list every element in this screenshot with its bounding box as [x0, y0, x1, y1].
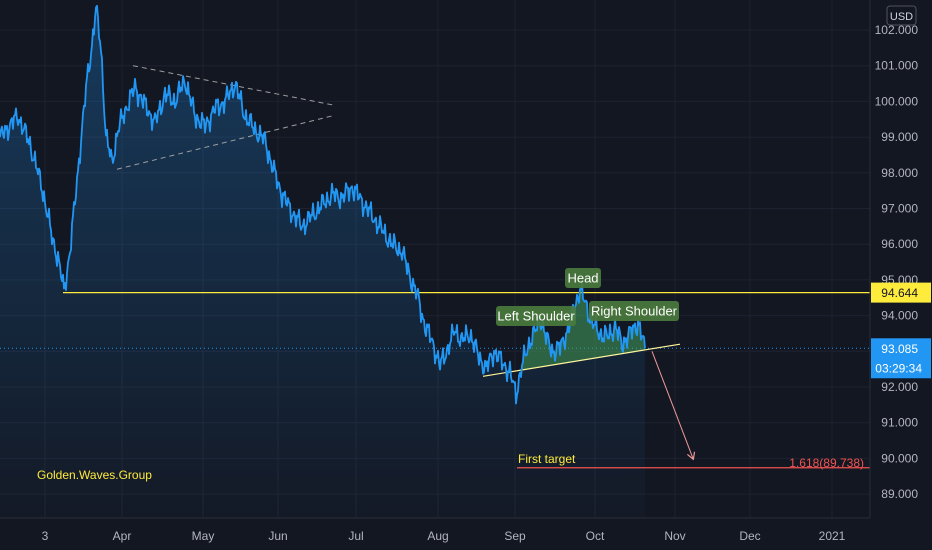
x-tick-label: Aug	[427, 529, 448, 543]
left-shoulder-label[interactable]: Left Shoulder	[496, 306, 576, 326]
y-tick-label: 98.000	[881, 166, 918, 180]
y-tick-label: 102.000	[875, 23, 919, 37]
resistance-price-label[interactable]: 94.644	[871, 282, 931, 303]
x-tick-label: Jun	[268, 529, 287, 543]
x-tick-label: Oct	[586, 529, 605, 543]
first-target-label[interactable]: First target	[518, 452, 576, 466]
x-tick-label: Jul	[348, 529, 363, 543]
svg-text:93.085: 93.085	[881, 342, 918, 356]
target-arrow[interactable]	[651, 351, 693, 458]
svg-text:Right Shoulder: Right Shoulder	[591, 304, 678, 319]
right-shoulder-label[interactable]: Right Shoulder	[589, 301, 679, 321]
y-tick-label: 101.000	[875, 59, 919, 73]
x-tick-label: Nov	[664, 529, 685, 543]
x-tick-label: Apr	[113, 529, 132, 543]
y-tick-label: 99.000	[881, 130, 918, 144]
y-tick-label: 89.000	[881, 487, 918, 501]
x-tick-label: 2021	[819, 529, 846, 543]
svg-text:USD: USD	[890, 11, 913, 23]
y-tick-label: 96.000	[881, 237, 918, 251]
last-price-label[interactable]: 93.085 03:29:34	[871, 338, 931, 379]
price-axis[interactable]: 89.00090.00091.00092.00093.00094.00095.0…	[869, 0, 932, 550]
x-tick-label: May	[192, 529, 215, 543]
fib-level-label[interactable]: 1.618(89.738)	[789, 456, 864, 470]
y-tick-label: 92.000	[881, 380, 918, 394]
svg-text:Left Shoulder: Left Shoulder	[497, 309, 575, 324]
watermark-text: Golden.Waves.Group	[37, 468, 152, 482]
currency-button[interactable]: USD	[886, 5, 917, 26]
y-tick-label: 90.000	[881, 451, 918, 465]
triangle-lower-line[interactable]	[116, 115, 334, 170]
price-axis-bg	[870, 0, 932, 550]
y-tick-label: 97.000	[881, 202, 918, 216]
x-tick-label: Dec	[739, 529, 760, 543]
head-label[interactable]: Head	[565, 268, 601, 288]
countdown-label: 03:29:34	[875, 361, 922, 375]
price-area	[0, 5, 645, 519]
annotations: Head Left Shoulder Right Shoulder First tar…	[37, 268, 864, 482]
y-tick-label: 100.000	[875, 94, 919, 108]
svg-text:Head: Head	[567, 271, 598, 286]
price-area-fill	[0, 5, 645, 519]
time-axis[interactable]: 3 Apr May Jun Jul Aug Sep Oct Nov Dec 2021	[0, 517, 870, 543]
svg-text:94.644: 94.644	[881, 286, 918, 300]
x-tick-label: 3	[42, 529, 49, 543]
y-tick-label: 94.000	[881, 309, 918, 323]
neckline[interactable]	[482, 343, 681, 377]
x-tick-label: Sep	[504, 529, 526, 543]
y-tick-label: 91.000	[881, 416, 918, 430]
